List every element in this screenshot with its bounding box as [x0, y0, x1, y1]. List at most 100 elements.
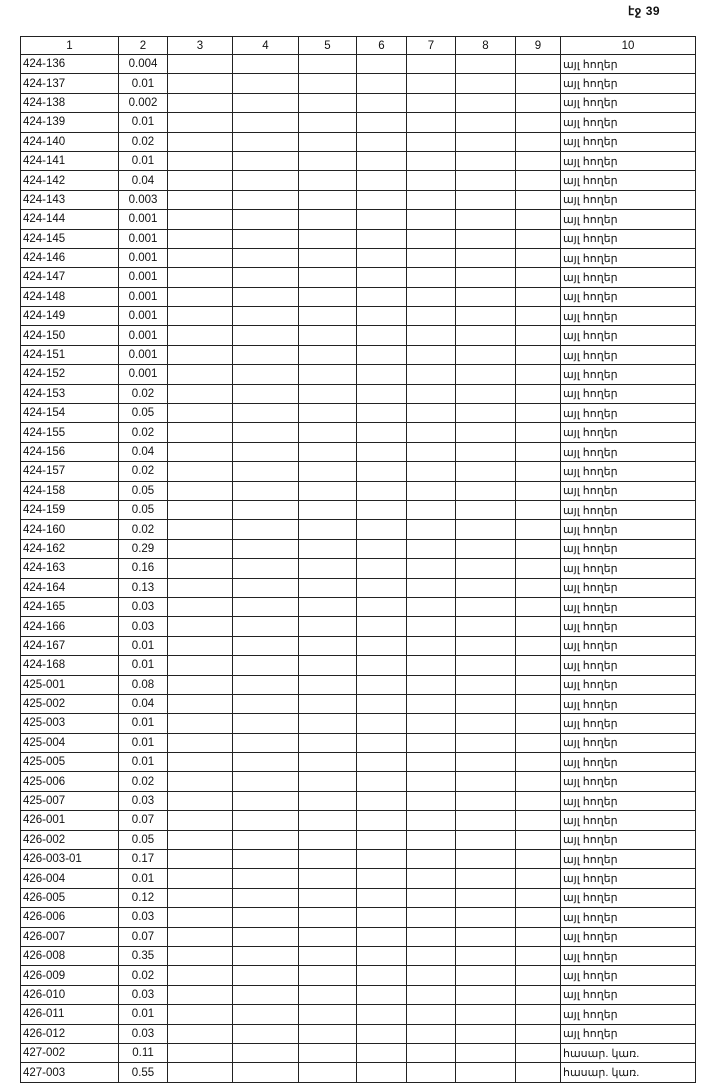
empty-cell [232, 752, 299, 773]
table-row: 424-150 0.001 այլ հողեր [20, 325, 696, 346]
empty-cell [232, 849, 299, 870]
area-value: 0.07 [118, 926, 168, 947]
empty-cell [455, 965, 516, 986]
empty-cell [167, 441, 233, 463]
empty-cell [356, 112, 407, 133]
empty-cell [298, 771, 357, 792]
empty-cell [515, 693, 561, 715]
empty-cell [232, 965, 299, 986]
area-value: 0.35 [118, 945, 168, 967]
land-type: այլ հողեր [560, 771, 696, 792]
empty-cell [232, 1062, 299, 1083]
land-type: այլ հողեր [560, 325, 696, 346]
empty-cell [298, 538, 357, 560]
parcel-code: 426-011 [20, 1004, 119, 1025]
empty-cell [455, 499, 516, 521]
empty-cell [298, 1042, 357, 1064]
table-row: 424-136 0.004 այլ հողեր [20, 53, 696, 75]
empty-cell [515, 849, 561, 870]
empty-cell [298, 422, 357, 443]
empty-cell [298, 558, 357, 579]
parcel-code: 424-165 [20, 596, 119, 618]
empty-cell [298, 1062, 357, 1083]
area-value: 0.01 [118, 1004, 168, 1025]
land-type: այլ հողեր [560, 596, 696, 618]
empty-cell [167, 538, 233, 560]
column-header: 5 [298, 36, 357, 55]
empty-cell [455, 538, 516, 560]
parcel-code: 424-162 [20, 538, 119, 560]
empty-cell [455, 829, 516, 851]
empty-cell [232, 247, 299, 269]
empty-cell [406, 364, 456, 385]
parcel-code: 426-002 [20, 829, 119, 851]
empty-cell [406, 1062, 456, 1083]
land-type: այլ հողեր [560, 364, 696, 385]
land-type: այլ հողեր [560, 965, 696, 986]
empty-cell [515, 247, 561, 269]
empty-cell [356, 53, 407, 75]
parcel-code: 424-136 [20, 53, 119, 75]
area-value: 0.01 [118, 732, 168, 754]
column-header: 9 [515, 36, 561, 55]
empty-cell [167, 945, 233, 967]
empty-cell [406, 752, 456, 773]
area-value: 0.01 [118, 150, 168, 172]
land-type: այլ հողեր [560, 868, 696, 889]
empty-cell [455, 480, 516, 501]
empty-cell [167, 713, 233, 734]
empty-cell [232, 131, 299, 152]
empty-cell [167, 73, 233, 94]
empty-cell [406, 519, 456, 540]
empty-cell [515, 306, 561, 327]
empty-cell [167, 732, 233, 754]
empty-cell [356, 286, 407, 308]
empty-cell [455, 577, 516, 598]
empty-cell [515, 655, 561, 676]
empty-cell [356, 189, 407, 211]
land-type: այլ հողեր [560, 693, 696, 715]
empty-cell [515, 616, 561, 637]
empty-cell [515, 1004, 561, 1025]
parcel-code: 426-010 [20, 984, 119, 1006]
table-row: 426-011 0.01 այլ հողեր [20, 1004, 696, 1025]
area-value: 0.001 [118, 267, 168, 288]
empty-cell [406, 907, 456, 928]
land-type: այլ հողեր [560, 655, 696, 676]
empty-cell [356, 868, 407, 889]
land-type: այլ հողեր [560, 732, 696, 754]
parcel-code: 426-009 [20, 965, 119, 986]
empty-cell [232, 499, 299, 521]
empty-cell [455, 461, 516, 482]
parcel-code: 425-006 [20, 771, 119, 792]
area-value: 0.07 [118, 810, 168, 831]
table-row: 424-144 0.001 այլ հողեր [20, 209, 696, 230]
empty-cell [515, 422, 561, 443]
empty-cell [167, 674, 233, 695]
empty-cell [167, 170, 233, 191]
area-value: 0.29 [118, 538, 168, 560]
empty-cell [455, 693, 516, 715]
empty-cell [515, 53, 561, 75]
parcel-code: 424-151 [20, 344, 119, 366]
area-value: 0.05 [118, 499, 168, 521]
empty-cell [455, 189, 516, 211]
parcel-code: 424-145 [20, 228, 119, 249]
land-type: այլ հողեր [560, 306, 696, 327]
area-value: 0.55 [118, 1062, 168, 1083]
empty-cell [515, 480, 561, 501]
area-value: 0.05 [118, 403, 168, 424]
parcel-code: 425-002 [20, 693, 119, 715]
table-row: 426-009 0.02 այլ հողեր [20, 965, 696, 986]
empty-cell [232, 558, 299, 579]
area-value: 0.04 [118, 170, 168, 191]
empty-cell [515, 73, 561, 94]
empty-cell [406, 887, 456, 909]
column-header: 8 [455, 36, 516, 55]
empty-cell [356, 713, 407, 734]
empty-cell [167, 53, 233, 75]
empty-cell [232, 984, 299, 1006]
empty-cell [167, 849, 233, 870]
area-value: 0.03 [118, 616, 168, 637]
land-type: այլ հողեր [560, 461, 696, 482]
